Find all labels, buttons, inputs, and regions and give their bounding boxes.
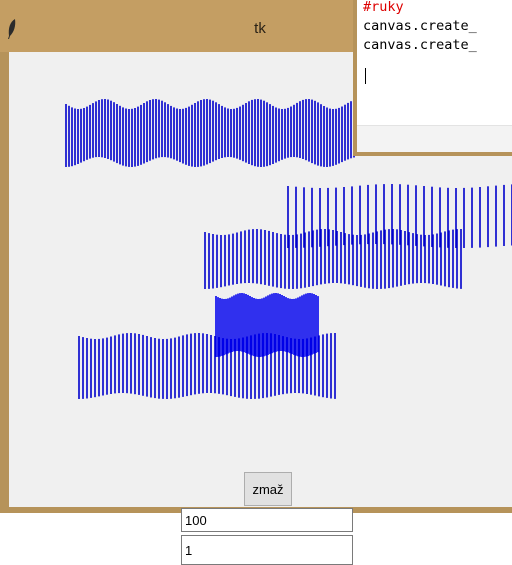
code-line-1: #ruky (363, 0, 404, 15)
entry-field-1[interactable] (181, 508, 353, 532)
delete-button[interactable]: zmaž (244, 472, 292, 506)
code-line-3: canvas.create_ (363, 37, 477, 53)
line-cluster-middle (205, 229, 461, 289)
code-editor-window[interactable]: #ruky canvas.create_ canvas.create_ (353, 0, 512, 156)
line-cluster-top (66, 99, 354, 167)
code-line-2: canvas.create_ (363, 18, 477, 34)
code-text[interactable]: #ruky canvas.create_ canvas.create_ (363, 0, 477, 55)
editor-status-area (357, 125, 512, 152)
text-caret (365, 68, 366, 84)
entry-field-2[interactable] (181, 535, 353, 565)
